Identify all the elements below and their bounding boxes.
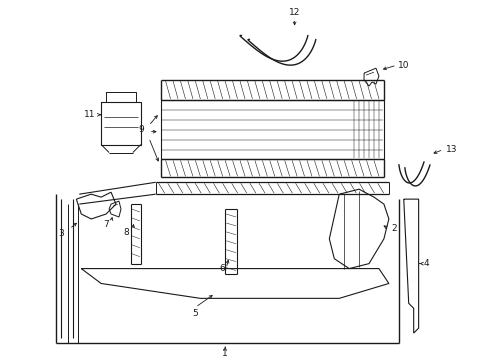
Text: 9: 9 [138,125,144,134]
Text: 3: 3 [59,229,64,238]
Text: 11: 11 [83,110,95,119]
Text: 10: 10 [398,61,410,70]
Text: 2: 2 [391,224,396,233]
Text: 7: 7 [103,220,109,229]
Text: 12: 12 [289,8,300,17]
Text: 6: 6 [220,264,225,273]
Text: 5: 5 [193,309,198,318]
Text: 13: 13 [445,145,457,154]
Text: 8: 8 [123,228,129,237]
Text: 1: 1 [222,350,228,359]
Text: 4: 4 [424,259,429,268]
